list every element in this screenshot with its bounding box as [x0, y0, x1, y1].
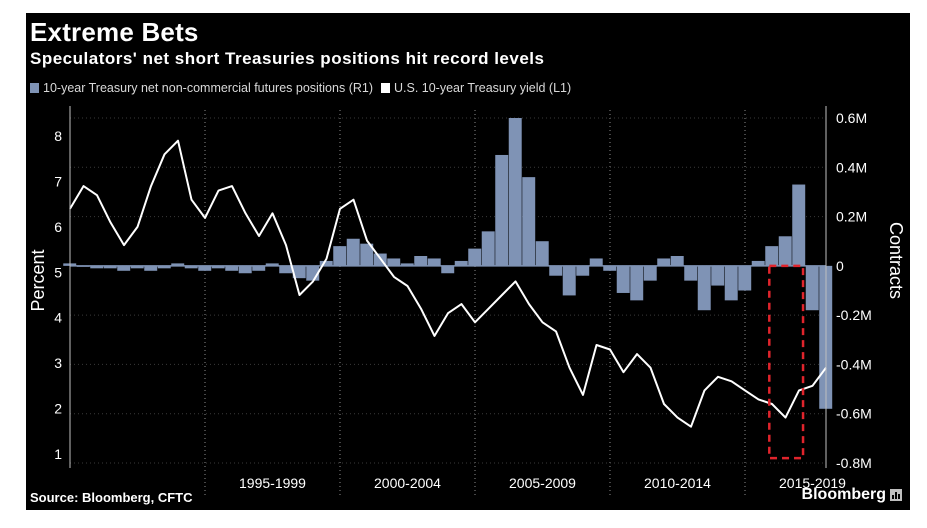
position-bar — [292, 265, 306, 279]
position-bar — [738, 265, 752, 291]
position-bar — [360, 243, 374, 266]
position-bar — [603, 265, 617, 271]
x-category-label: 2010-2014 — [644, 475, 711, 491]
yield-line — [69, 139, 827, 428]
left-axis-tick-label: 3 — [54, 355, 62, 371]
left-axis-tick-label: 2 — [54, 401, 62, 417]
position-bar — [576, 265, 590, 276]
x-category-label: 1995-1999 — [239, 475, 306, 491]
highlight-box — [768, 264, 805, 460]
position-bar — [265, 263, 279, 266]
legend-swatch-line — [381, 83, 390, 93]
right-axis-tick-label: 0.6M — [836, 110, 867, 126]
position-bar — [481, 231, 495, 266]
position-bar — [184, 265, 198, 269]
position-bar — [117, 265, 131, 271]
bloomberg-logo-icon — [890, 489, 902, 501]
position-bar — [522, 177, 536, 266]
legend-swatch-bars — [30, 83, 39, 93]
source-note: Source: Bloomberg, CFTC — [30, 490, 193, 505]
chart-title: Extreme Bets — [30, 17, 199, 47]
position-bar — [792, 184, 806, 266]
legend-item-yield: U.S. 10-year Treasury yield (L1) — [381, 81, 571, 95]
position-bar — [252, 265, 266, 271]
position-bar — [211, 265, 225, 269]
position-bar — [495, 154, 509, 266]
position-bar — [643, 265, 657, 281]
left-axis-tick-label: 4 — [54, 310, 62, 326]
chart-frame: Extreme Bets Speculators' net short Trea… — [26, 13, 910, 510]
position-bar — [238, 265, 252, 274]
x-category-label: 2005-2009 — [509, 475, 576, 491]
x-category-label: 2000-2004 — [374, 475, 441, 491]
position-bar — [535, 241, 549, 266]
right-axis-tick-label: 0 — [836, 258, 844, 274]
position-bar — [697, 265, 711, 311]
brand-name: Bloomberg — [801, 486, 886, 503]
left-axis-tick-label: 8 — [54, 128, 62, 144]
position-bar — [549, 265, 563, 276]
page-margin — [0, 510, 927, 528]
position-bar — [441, 265, 455, 274]
position-bar — [724, 265, 738, 301]
right-axis-tick-label: -0.8M — [836, 455, 872, 471]
position-bar — [387, 258, 401, 266]
chart-subtitle: Speculators' net short Treasuries positi… — [30, 49, 545, 68]
position-bar — [144, 265, 158, 271]
right-axis-title: Contracts — [886, 222, 906, 299]
position-bar — [103, 265, 117, 269]
position-bar — [751, 260, 765, 266]
position-bar — [589, 258, 603, 266]
x-category-label: 2015-2019 — [779, 475, 846, 491]
position-bar — [711, 265, 725, 286]
position-bar — [279, 265, 293, 274]
brand-mark: Bloomberg — [802, 486, 902, 504]
position-bar — [805, 265, 819, 311]
position-bar — [684, 265, 698, 281]
left-axis-tick-label: 5 — [54, 264, 62, 280]
position-bar — [225, 265, 239, 271]
position-bar — [157, 265, 171, 269]
left-axis-tick-label: 6 — [54, 219, 62, 235]
position-bar — [400, 263, 414, 266]
legend-item-positions: 10-year Treasury net non-commercial futu… — [30, 81, 373, 95]
position-bar — [198, 265, 212, 271]
right-axis-tick-label: -0.6M — [836, 406, 872, 422]
right-axis-tick-label: 0.2M — [836, 209, 867, 225]
left-axis-title: Percent — [28, 249, 48, 311]
position-bar — [765, 246, 779, 266]
position-bar — [319, 260, 333, 266]
position-bar — [616, 265, 630, 293]
position-bar — [468, 248, 482, 266]
legend-label-positions: 10-year Treasury net non-commercial futu… — [43, 81, 373, 95]
position-bar — [454, 260, 468, 266]
position-bar — [508, 118, 522, 266]
left-axis-tick-label: 1 — [54, 446, 62, 462]
position-bar — [171, 263, 185, 266]
position-bar — [333, 246, 347, 266]
legend: 10-year Treasury net non-commercial futu… — [30, 81, 579, 95]
position-bar — [562, 265, 576, 296]
right-axis-tick-label: 0.4M — [836, 159, 867, 175]
legend-label-yield: U.S. 10-year Treasury yield (L1) — [394, 81, 572, 95]
position-bar — [427, 258, 441, 266]
position-bar — [90, 265, 104, 269]
chart-plot: 1 2 3 4 5 6 7 8 -0.8M -0.6M -0.4M -0.2M 0 0.2M 0.4M 0.6… — [28, 106, 906, 497]
position-bar — [130, 265, 144, 269]
position-bar — [630, 265, 644, 301]
position-bar — [778, 236, 792, 266]
position-bar — [657, 258, 671, 266]
position-bar — [414, 256, 428, 266]
right-axis-tick-label: -0.2M — [836, 307, 872, 323]
position-bar — [346, 238, 360, 266]
left-axis-tick-label: 7 — [54, 174, 62, 190]
right-axis-tick-label: -0.4M — [836, 356, 872, 372]
position-bar — [670, 256, 684, 266]
